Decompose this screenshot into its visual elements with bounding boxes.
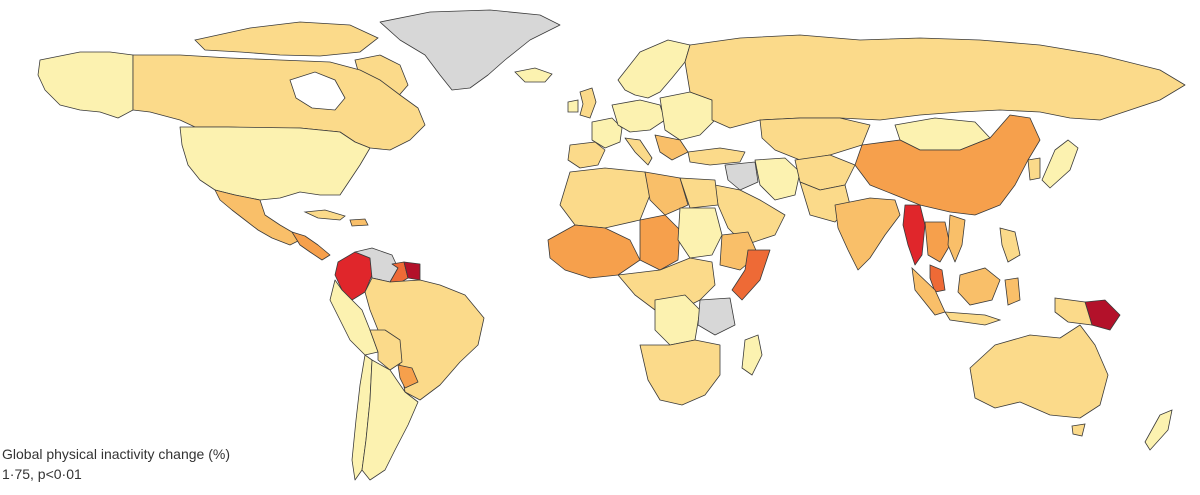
region-north-africa-west	[559, 167, 651, 229]
region-japan	[1041, 139, 1079, 189]
region-chad-niger	[639, 214, 681, 271]
region-iceland	[514, 67, 553, 83]
region-somalia	[731, 249, 771, 301]
region-hispaniola	[349, 218, 369, 227]
region-thailand-laos	[924, 221, 951, 263]
region-usa	[179, 126, 371, 201]
region-kazakhstan	[759, 117, 871, 161]
map-caption-title: Global physical inactivity change (%)	[2, 446, 230, 462]
region-iran	[754, 157, 801, 201]
region-central-africa	[617, 257, 716, 311]
region-china	[854, 114, 1041, 216]
region-java	[944, 311, 1002, 326]
region-malaysia-peninsula	[929, 264, 946, 293]
region-sumatra	[911, 266, 946, 316]
region-iraq-syria	[724, 161, 759, 191]
region-argentina	[361, 359, 419, 481]
region-turkey	[687, 147, 746, 166]
region-iberia	[567, 141, 606, 169]
region-new-guinea-west	[1054, 297, 1093, 326]
region-balkans-greece	[654, 134, 689, 161]
region-papua-new-guinea	[1084, 299, 1121, 331]
region-australia	[969, 324, 1109, 419]
region-canada	[132, 54, 426, 151]
region-madagascar	[741, 334, 763, 376]
region-central-america	[291, 231, 331, 261]
region-mexico	[214, 189, 301, 246]
region-sudan	[677, 207, 723, 259]
region-korea	[1027, 157, 1041, 181]
region-italy	[624, 137, 653, 166]
region-greenland	[379, 9, 561, 91]
region-philippines	[999, 227, 1021, 263]
region-sulawesi	[1004, 277, 1021, 306]
region-france	[591, 117, 623, 149]
region-hudson-bay	[289, 71, 346, 111]
region-west-africa	[547, 224, 641, 279]
region-vietnam	[947, 214, 966, 263]
region-southern-africa	[639, 339, 721, 406]
region-libya	[644, 171, 689, 216]
region-canada-arctic-islands	[194, 21, 379, 57]
region-alaska	[37, 51, 134, 119]
region-tasmania	[1071, 423, 1086, 437]
region-bolivia	[369, 329, 403, 371]
region-east-africa	[697, 297, 736, 336]
map-caption-stat: 1·75, p<0·01	[2, 466, 82, 482]
region-myanmar	[902, 204, 926, 266]
region-ireland	[567, 99, 579, 113]
region-eastern-europe	[659, 91, 716, 141]
region-new-zealand	[1144, 409, 1173, 451]
region-india	[834, 197, 901, 271]
region-cuba	[303, 209, 346, 221]
region-paraguay	[397, 364, 419, 389]
region-uk	[579, 87, 597, 119]
region-central-europe	[611, 99, 666, 133]
region-scandinavia	[617, 39, 691, 99]
region-russia	[684, 34, 1186, 129]
region-egypt	[679, 177, 719, 209]
region-arabian-peninsula	[714, 184, 786, 246]
region-borneo	[957, 267, 1001, 306]
